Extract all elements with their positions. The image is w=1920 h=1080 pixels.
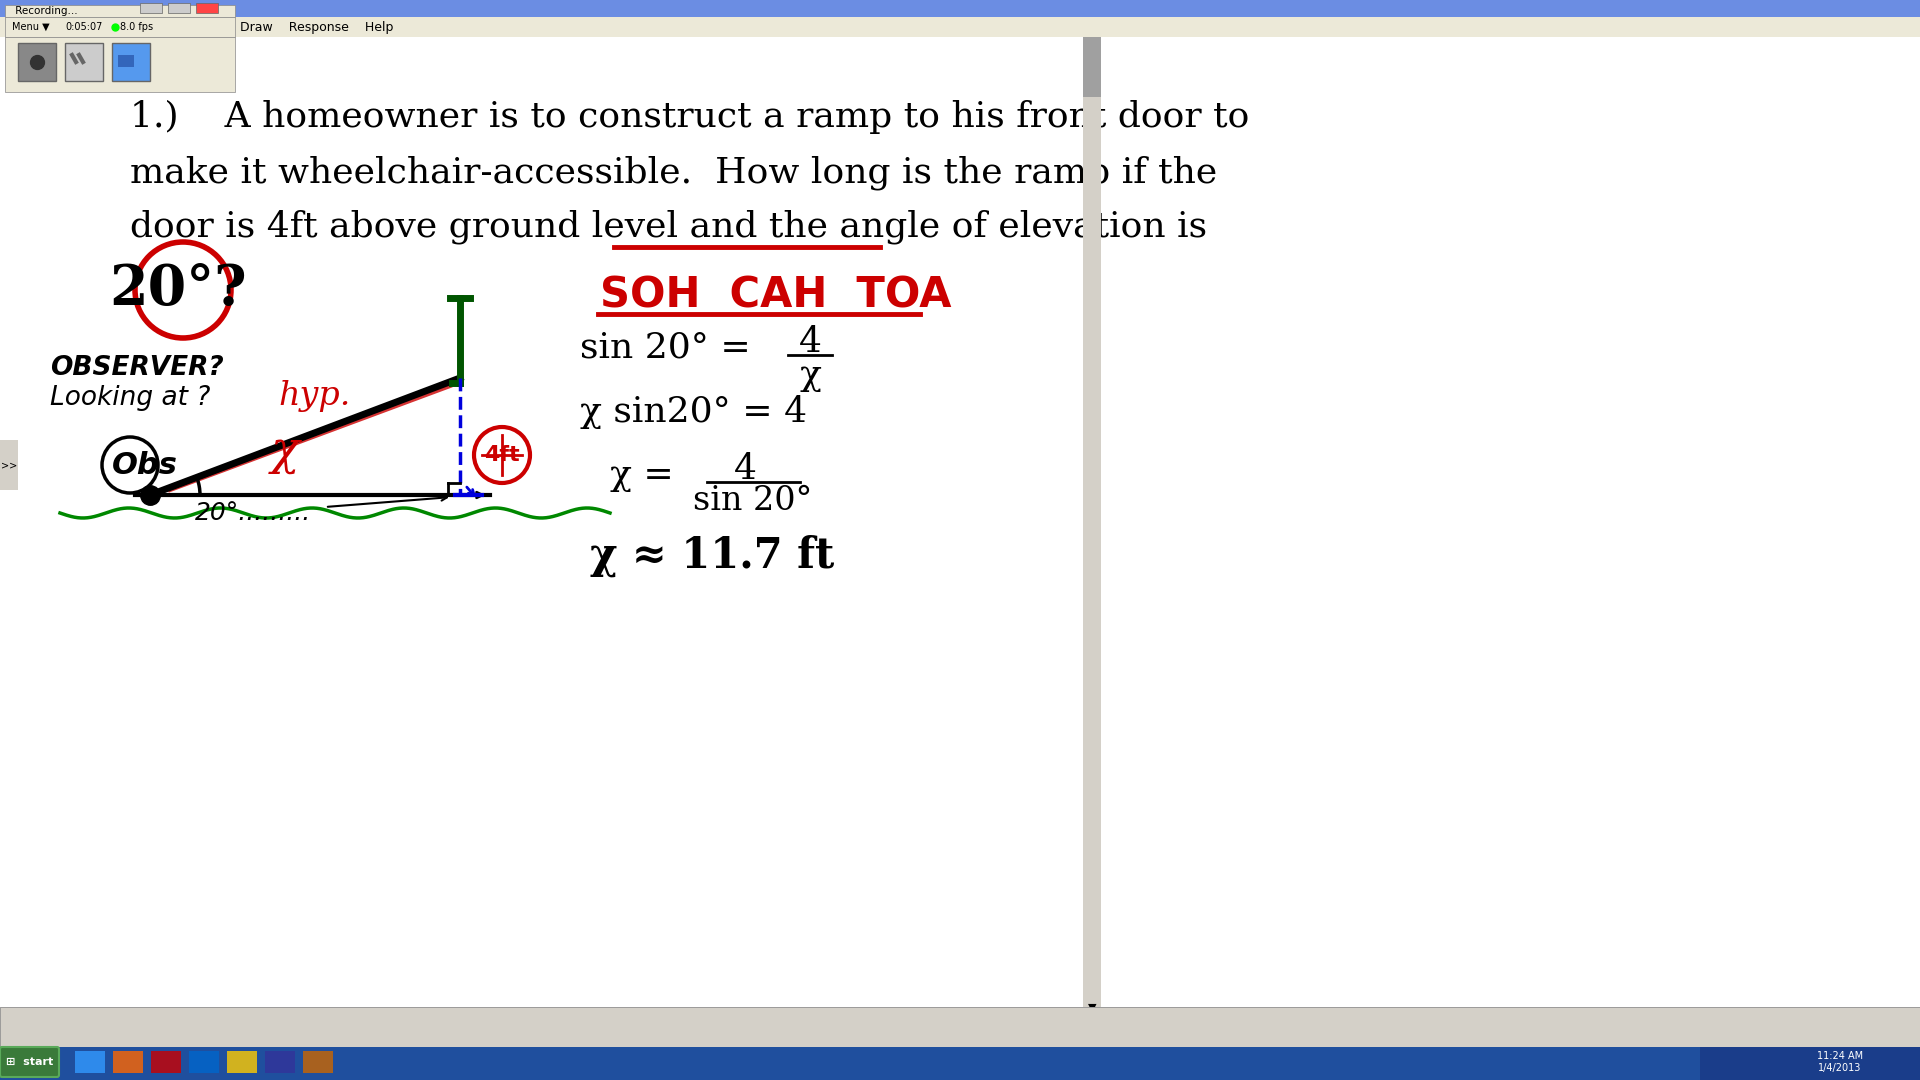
Text: χ sin20° = 4: χ sin20° = 4 [580,395,806,429]
Text: sin 20° =: sin 20° = [580,330,751,364]
Text: χ: χ [799,357,822,392]
Bar [6,5,234,17]
Text: Menu ▼: Menu ▼ [12,22,50,32]
Bar [140,3,161,13]
Text: hyp.: hyp. [278,380,351,413]
Text: Recording...: Recording... [12,6,77,16]
Text: ▼: ▼ [1089,1003,1096,1013]
Text: SOH  CAH  TOA: SOH CAH TOA [599,275,952,318]
Text: 20°.........: 20°......... [196,501,311,525]
Bar [1083,17,1100,1007]
Bar [65,43,104,81]
Bar [75,1051,106,1074]
Text: 8.0 fps: 8.0 fps [119,22,154,32]
Text: χ ≈ 11.7 ft: χ ≈ 11.7 ft [589,535,835,578]
Bar [265,1051,296,1074]
Bar [0,1047,1920,1080]
Bar [17,43,56,81]
Bar [0,17,1920,37]
Text: 0:05:07: 0:05:07 [65,22,102,32]
Text: Draw    Response    Help: Draw Response Help [240,21,394,33]
Bar [1083,37,1100,97]
Text: χ =: χ = [611,458,674,492]
Text: ▲: ▲ [1089,21,1096,30]
Text: >>: >> [0,460,17,470]
Text: sin 20°: sin 20° [693,485,812,517]
Bar [196,3,219,13]
Text: ⊞  start: ⊞ start [6,1057,54,1067]
Bar [152,1051,180,1074]
Text: 4ft: 4ft [484,445,520,465]
Bar [111,43,150,81]
FancyBboxPatch shape [0,1047,60,1077]
Text: Looking at ?: Looking at ? [50,384,211,411]
Text: χ: χ [271,429,300,474]
Text: door is 4ft above ground level and the angle of elevation is: door is 4ft above ground level and the a… [131,210,1208,244]
Text: Obs: Obs [111,450,179,480]
Bar [0,1007,1920,1047]
Text: make it wheelchair-accessible.  How long is the ramp if the: make it wheelchair-accessible. How long … [131,156,1217,189]
Text: 11:24 AM
1/4/2013: 11:24 AM 1/4/2013 [1816,1051,1862,1072]
Bar [227,1051,257,1074]
Bar [6,37,234,92]
Bar [1699,1047,1920,1080]
Bar [6,17,234,37]
Bar [169,3,190,13]
Bar [188,1051,219,1074]
Bar [0,0,1920,17]
Bar [303,1051,332,1074]
Text: 1.)    A homeowner is to construct a ramp to his front door to: 1.) A homeowner is to construct a ramp t… [131,100,1250,134]
Bar [117,55,134,67]
Bar [1083,17,1100,1007]
Text: 4: 4 [799,325,822,359]
Text: OBSERVER?: OBSERVER? [50,355,223,381]
Text: 4: 4 [733,453,756,486]
Text: 20°?: 20°? [109,262,248,318]
Bar [0,1007,1920,1080]
Bar [0,440,17,490]
Bar [113,1051,142,1074]
